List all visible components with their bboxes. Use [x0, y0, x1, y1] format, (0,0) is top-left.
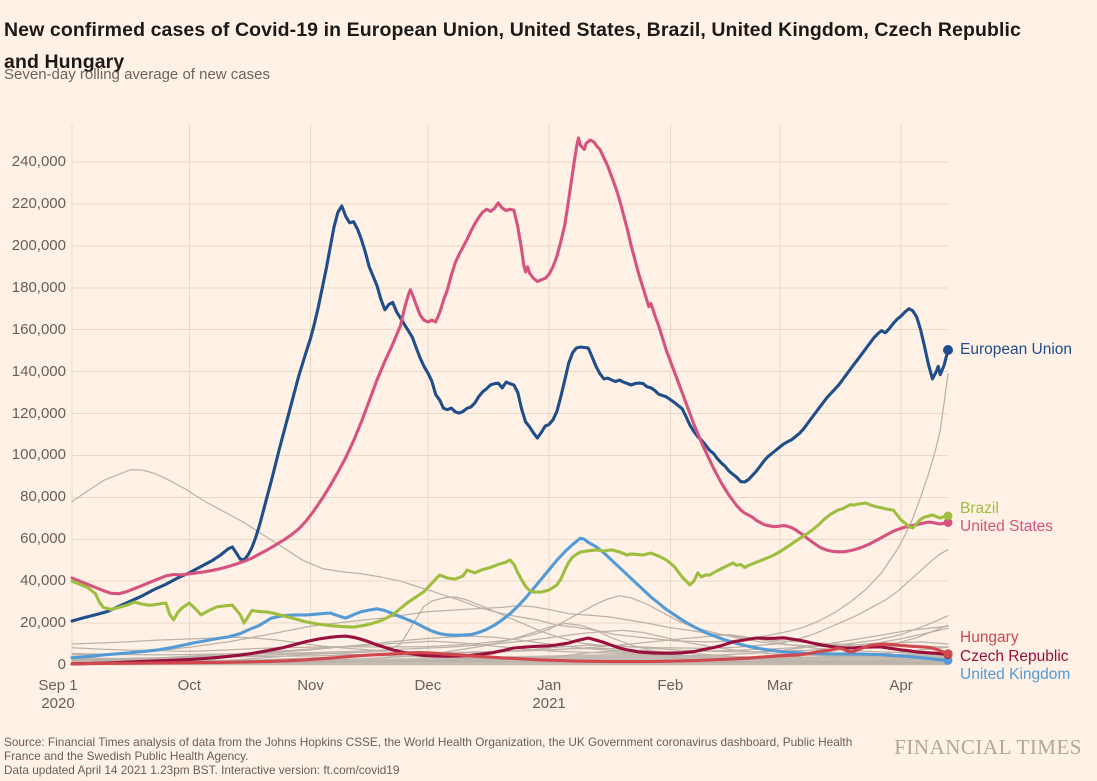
- x-tick-Nov: Nov: [297, 677, 324, 694]
- end-dot-united-states: [943, 518, 953, 527]
- x-tick-Feb: Feb: [657, 677, 684, 694]
- series-label-united-states: United States: [960, 518, 1054, 535]
- y-tick-200: 200,000: [11, 236, 66, 254]
- updated-note: Data updated April 14 2021 1.23pm BST. I…: [4, 763, 400, 778]
- chart-footer: Source: Financial Times analysis of data…: [4, 735, 892, 778]
- source-note: Source: Financial Times analysis of data…: [4, 735, 853, 764]
- series-label-hungary: Hungary: [960, 629, 1019, 646]
- y-tick-100: 100,000: [11, 446, 66, 464]
- page-title: New confirmed cases of Covid-19 in Europ…: [4, 19, 1021, 74]
- line-european-union: [70, 204, 950, 623]
- context-line-1: [71, 373, 949, 643]
- end-dot-hungary: [943, 649, 953, 659]
- context-line-4: [71, 595, 949, 653]
- x-tick-Oct: Oct: [177, 677, 201, 694]
- y-tick-80: 80,000: [20, 488, 66, 506]
- y-tick-140: 140,000: [11, 362, 66, 380]
- series-label-brazil: Brazil: [960, 500, 999, 517]
- y-tick-60: 60,000: [20, 530, 66, 548]
- x-tick-year-2021: 2021: [532, 695, 566, 712]
- context-line-3: [71, 605, 949, 656]
- gridlines: [71, 124, 948, 666]
- y-tick-120: 120,000: [11, 404, 66, 422]
- y-tick-160: 160,000: [11, 320, 66, 338]
- context-line-9: [71, 633, 949, 660]
- line-czech-republic: [70, 634, 950, 666]
- y-tick-180: 180,000: [11, 278, 66, 296]
- financial-times-logo: FINANCIAL TIMES: [894, 735, 1082, 759]
- x-tick-Sep1: Sep 1: [38, 677, 78, 694]
- y-tick-20: 20,000: [20, 614, 66, 632]
- x-tick-Dec: Dec: [414, 677, 442, 694]
- end-dot-brazil: [943, 511, 953, 521]
- line-brazil: [70, 501, 950, 629]
- x-tick-Jan: Jan: [537, 677, 562, 694]
- y-tick-0: 0: [57, 656, 66, 673]
- context-line-7: [71, 629, 949, 659]
- series-label-european-union: European Union: [960, 341, 1073, 358]
- x-tick-Apr: Apr: [889, 677, 913, 694]
- y-tick-240: 240,000: [11, 153, 66, 170]
- chart-subtitle: Seven-day rolling average of new cases: [4, 66, 270, 83]
- line-hungary: [70, 642, 950, 666]
- context-line-2: [71, 549, 949, 663]
- end-dot-european-union: [943, 345, 953, 355]
- y-tick-220: 220,000: [11, 194, 66, 212]
- context-line-10: [71, 646, 949, 665]
- x-tick-Mar: Mar: [766, 677, 793, 694]
- x-tick-year-2020: 2020: [41, 695, 75, 712]
- series-label-united-kingdom: United Kingdom: [960, 666, 1071, 683]
- line-united-states: [70, 136, 950, 596]
- series-label-czech-republic: Czech Republic: [960, 648, 1069, 665]
- y-tick-40: 40,000: [20, 572, 66, 590]
